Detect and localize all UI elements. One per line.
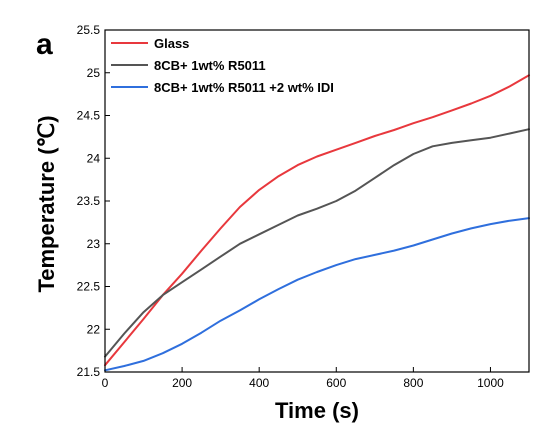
x-tick-label: 400 <box>249 376 269 390</box>
y-tick-label: 24 <box>87 151 101 165</box>
legend-label-2: 8CB+ 1wt% R5011 +2 wt% IDI <box>154 80 334 95</box>
x-tick-label: 200 <box>172 376 192 390</box>
series-line-0 <box>104 74 530 367</box>
series-line-1 <box>104 128 530 358</box>
y-tick-label: 25 <box>87 66 101 80</box>
x-tick-label: 600 <box>326 376 346 390</box>
y-tick-label: 22 <box>87 322 101 336</box>
legend-label-0: Glass <box>154 36 189 51</box>
x-tick-label: 0 <box>102 376 109 390</box>
x-axis-title: Time (s) <box>275 398 359 423</box>
panel-label: a <box>36 28 53 61</box>
y-tick-label: 21.5 <box>77 365 101 379</box>
x-tick-label: 800 <box>403 376 423 390</box>
x-tick-label: 1000 <box>477 376 504 390</box>
series-line-2 <box>104 217 530 372</box>
y-tick-label: 23 <box>87 237 101 251</box>
y-axis-title: Temperature (℃) <box>34 115 59 292</box>
legend: Glass 8CB+ 1wt% R5011 8CB+ 1wt% R5011 +2 w… <box>111 36 334 95</box>
y-tick-label: 25.5 <box>77 23 101 37</box>
y-tick-label: 24.5 <box>77 109 101 123</box>
y-tick-label: 23.5 <box>77 194 101 208</box>
legend-label-1: 8CB+ 1wt% R5011 <box>154 58 266 73</box>
y-tick-label: 22.5 <box>77 280 101 294</box>
